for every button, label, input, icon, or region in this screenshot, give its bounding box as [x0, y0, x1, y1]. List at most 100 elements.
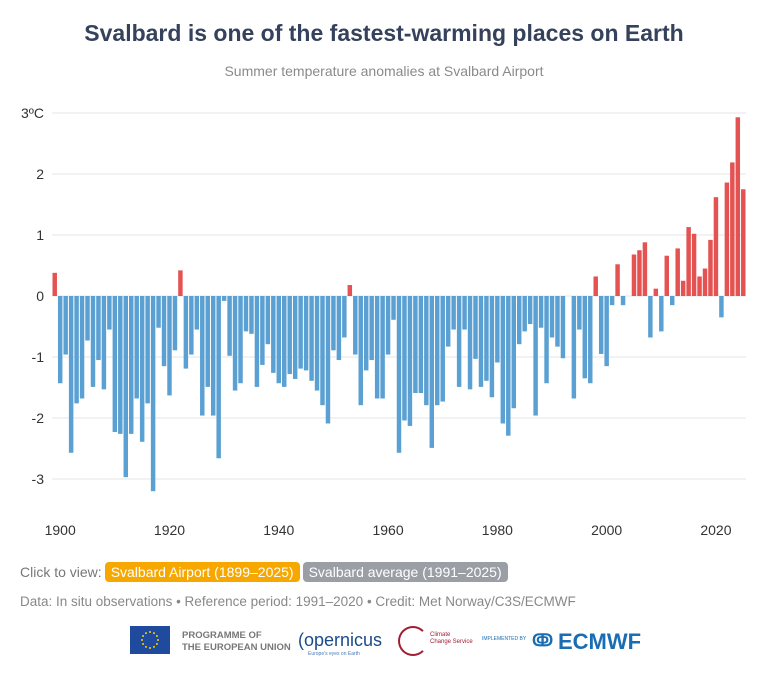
bar-1954 — [353, 296, 358, 355]
bar-2002 — [615, 264, 620, 296]
bar-1982 — [506, 296, 511, 436]
bar-1937 — [260, 296, 265, 365]
bar-1975 — [467, 296, 473, 390]
copernicus-tagline: Europe's eyes on Earth — [308, 651, 360, 657]
bar-2001 — [609, 296, 615, 306]
bar-1950 — [331, 296, 336, 351]
bar-1973 — [456, 296, 462, 387]
bar-1979 — [489, 296, 495, 398]
bar-1999 — [598, 296, 604, 354]
bar-1977 — [478, 296, 484, 387]
y-tick-label: 3ºC — [21, 105, 44, 121]
bar-1960 — [385, 296, 391, 355]
eu-star — [155, 643, 158, 645]
bar-1955 — [358, 296, 363, 406]
copernicus-logo: (opernicus — [298, 630, 383, 650]
bar-1945 — [303, 296, 309, 371]
bar-1923 — [183, 296, 189, 369]
bar-1906 — [90, 296, 96, 387]
bar-1942 — [287, 296, 292, 375]
bar-1905 — [85, 296, 90, 341]
eu-star — [153, 645, 155, 648]
bar-1913 — [129, 296, 134, 434]
bar-1931 — [227, 296, 232, 356]
y-tick-label: 0 — [36, 288, 44, 304]
bar-2013 — [675, 248, 680, 296]
eu-star — [157, 639, 159, 641]
bar-chart: -3 -2 -1 0 1 2 3ºC 1900 1920 1940 1960 1980 2000 202… — [21, 105, 746, 538]
x-tick-label: 2020 — [700, 522, 731, 538]
bar-1915 — [139, 296, 145, 442]
bar-1958 — [374, 296, 380, 399]
bar-1925 — [194, 296, 200, 330]
bar-1949 — [325, 296, 331, 424]
bar-1980 — [495, 296, 500, 363]
bar-1914 — [134, 296, 139, 399]
bar-1934 — [243, 296, 249, 332]
bar-1985 — [522, 296, 527, 332]
x-axis-ticks: 1900 1920 1940 1960 1980 2000 2020 — [45, 522, 732, 538]
bar-1904 — [79, 296, 85, 399]
bar-1943 — [292, 296, 298, 379]
bar-1998 — [593, 276, 598, 296]
bar-1929 — [216, 296, 221, 459]
bar-1996 — [582, 296, 588, 379]
eu-star — [155, 635, 158, 637]
bar-1933 — [238, 296, 243, 384]
ecmwf-mark-icon: ↂ — [532, 631, 554, 650]
bar-1912 — [123, 296, 129, 478]
bar-1921 — [172, 296, 178, 351]
svalbard-average-button[interactable]: Svalbard average (1991–2025) — [302, 562, 508, 582]
chart-title: Svalbard is one of the fastest-warming p… — [84, 20, 684, 46]
bar-1964 — [407, 296, 413, 426]
eu-star — [142, 635, 145, 637]
c3s-logo-icon — [398, 626, 428, 656]
bar-2022 — [724, 182, 730, 296]
bar-1963 — [402, 296, 407, 421]
bar-1970 — [440, 296, 445, 402]
bar-1902 — [68, 296, 74, 453]
bar-2007 — [642, 242, 648, 296]
bar-1988 — [538, 296, 544, 328]
bar-1901 — [63, 296, 68, 355]
bar-1919 — [161, 296, 167, 367]
bar-1983 — [511, 296, 516, 409]
bar-1910 — [112, 296, 118, 433]
bar-1932 — [232, 296, 238, 391]
bar-1971 — [445, 296, 451, 347]
bar-1961 — [391, 296, 396, 320]
eu-star — [149, 631, 151, 633]
svalbard-airport-button[interactable]: Svalbard Airport (1899–2025) — [104, 562, 300, 582]
eu-stars-icon — [141, 631, 159, 649]
bar-1916 — [145, 296, 150, 404]
bar-2014 — [680, 280, 686, 296]
bar-1962 — [396, 296, 402, 453]
c3s-logo-text: Climate Change Service — [430, 632, 473, 645]
bar-1978 — [484, 296, 489, 381]
bar-1974 — [462, 296, 467, 330]
bar-1994 — [571, 296, 577, 399]
controls-label: Click to view: — [20, 564, 102, 580]
bar-2011 — [664, 255, 669, 296]
bar-1967 — [424, 296, 429, 406]
eu-star — [141, 639, 143, 641]
bar-1940 — [276, 296, 282, 384]
bar-2010 — [659, 296, 664, 332]
x-tick-label: 1960 — [372, 522, 403, 538]
bar-1899 — [52, 272, 57, 296]
bar-1991 — [555, 296, 560, 347]
bar-1907 — [96, 296, 101, 361]
bar-2018 — [702, 268, 708, 296]
bar-1909 — [107, 296, 112, 330]
x-tick-label: 2000 — [591, 522, 622, 538]
bar-2020 — [713, 197, 719, 296]
bar-1984 — [516, 296, 522, 345]
bar-1953 — [347, 285, 353, 296]
bar-2019 — [708, 239, 713, 296]
bars — [52, 117, 746, 492]
bar-1935 — [249, 296, 254, 334]
bar-2003 — [620, 296, 626, 306]
bar-1928 — [210, 296, 216, 416]
bar-1987 — [533, 296, 538, 416]
x-tick-label: 1980 — [482, 522, 513, 538]
